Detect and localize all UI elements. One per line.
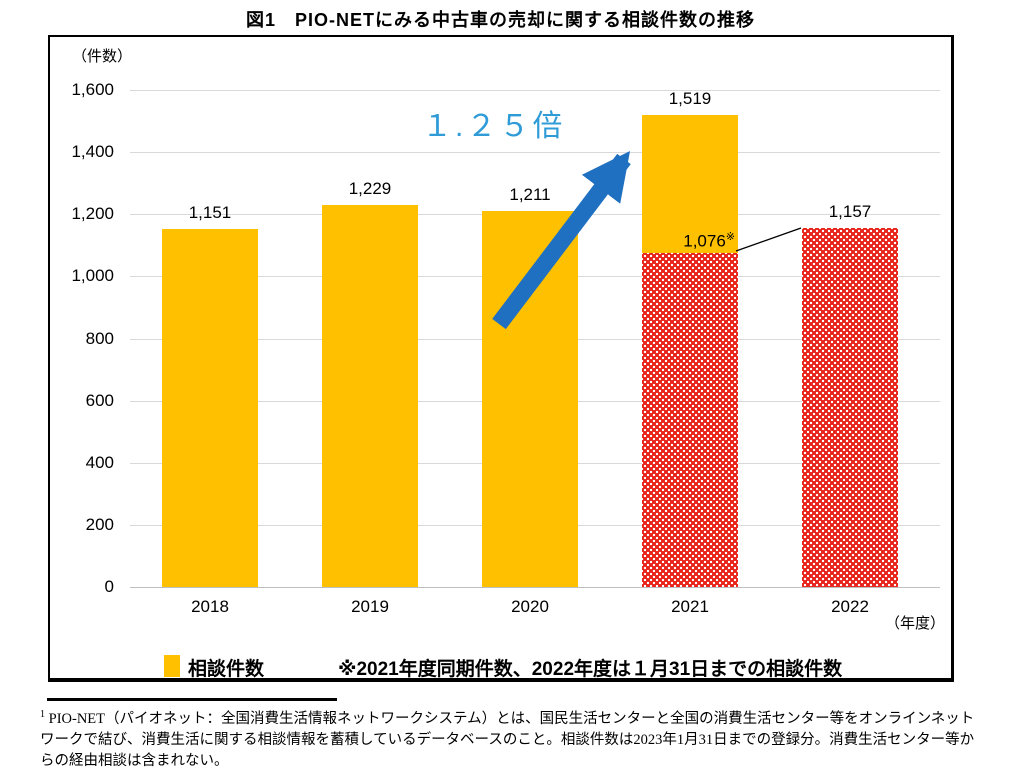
legend-series-label: 相談件数	[188, 659, 265, 680]
bar-2022	[802, 227, 898, 587]
y-tick-label: 1,000	[71, 266, 114, 286]
y-tick-label: 0	[104, 577, 114, 596]
plot-area: 0 200 400 600 800 1,000 1,200 1,400 1,600 1,151 20…	[71, 80, 940, 616]
x-tick-label-2019: 2019	[351, 597, 389, 616]
bar-2018	[162, 229, 258, 587]
chart-title: 図1 PIO-NETにみる中古車の売却に関する相談件数の推移	[245, 10, 755, 30]
gridline-1,600	[130, 90, 940, 91]
legend: 相談件数 ※2021年度同期件数、2022年度は１月31日までの相談件数	[50, 652, 951, 682]
bar-2019	[322, 205, 418, 587]
chart-frame: （件数） 0 200 400 600 800 1,000 1,200 1,400 1,600 1,…	[48, 35, 954, 682]
y-tick-label: 1,600	[71, 80, 114, 99]
gridline-1,400	[130, 152, 940, 154]
x-tick-label-2018: 2018	[191, 597, 229, 616]
y-tick-label: 600	[85, 390, 114, 410]
x-tick-label-2021: 2021	[671, 597, 709, 616]
y-tick-label: 200	[85, 514, 114, 534]
same-period-value-label: 1,076※	[683, 231, 735, 251]
value-label-2020: 1,211	[509, 184, 551, 204]
value-label-2022: 1,157	[828, 201, 872, 221]
y-tick-label: 800	[85, 328, 114, 348]
x-tick-label-2022: 2022	[831, 597, 869, 616]
x-tick-label-2020: 2020	[511, 597, 549, 616]
legend-note: ※2021年度同期件数、2022年度は１月31日までの相談件数	[338, 659, 843, 680]
x-axis-unit-label: （年度）	[884, 615, 945, 632]
y-tick-label: 1,200	[71, 204, 114, 224]
bar-2020	[482, 210, 578, 587]
footnote-text: PIO-NET（パイオネット：全国消費生活情報ネットワークシステム）とは、国民生…	[40, 710, 975, 769]
footnote-divider	[47, 698, 337, 701]
value-label-2019: 1,229	[348, 179, 392, 199]
bar-2021: 1,076※	[642, 115, 738, 587]
footnote: 1 PIO-NET（パイオネット：全国消費生活情報ネットワークシステム）とは、国…	[40, 708, 978, 772]
y-axis-unit-label: （件数）	[72, 48, 133, 65]
value-label-2021: 1,519	[668, 89, 712, 109]
gridline-0	[130, 587, 940, 588]
legend-swatch-yellow	[164, 655, 180, 677]
y-tick-label: 1,400	[71, 142, 114, 162]
y-tick-label: 400	[85, 452, 114, 472]
footnote-marker: 1	[40, 709, 45, 720]
value-label-2018: 1,151	[188, 203, 232, 223]
reference-asterisk: ※	[725, 231, 735, 244]
bar-2021-same-period-segment	[642, 252, 738, 587]
multiplier-annotation: １.２５倍	[422, 110, 566, 143]
